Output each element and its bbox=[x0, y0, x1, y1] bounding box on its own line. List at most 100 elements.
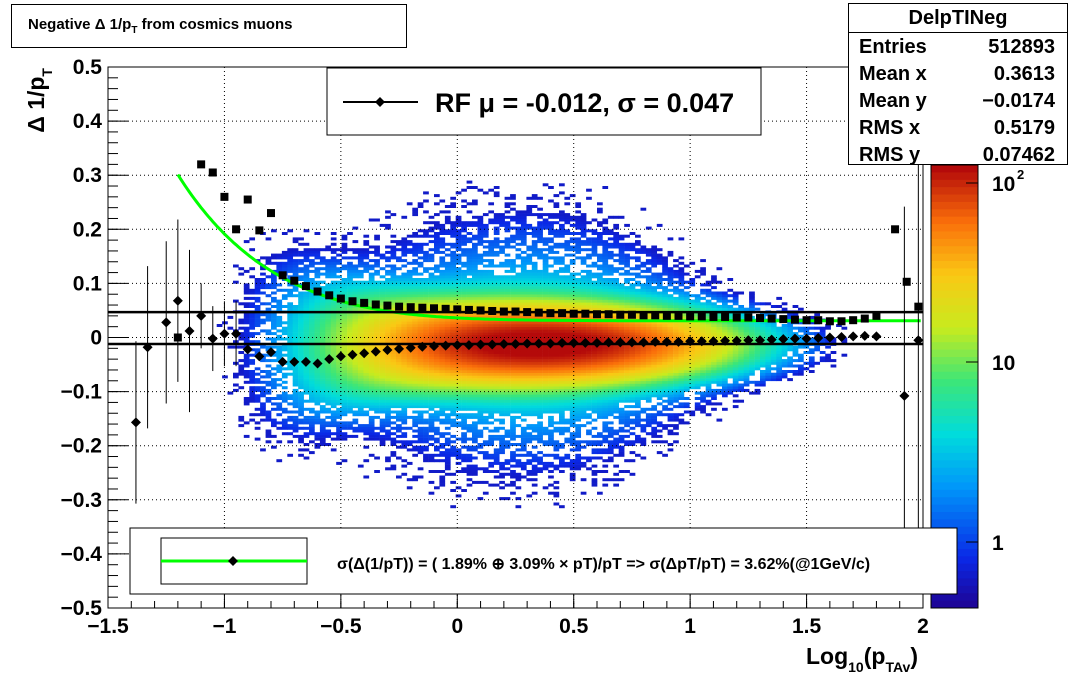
heatmap-cell bbox=[466, 256, 473, 260]
heatmap-cell bbox=[569, 440, 576, 444]
heatmap-cell bbox=[374, 383, 380, 387]
heatmap-cell bbox=[553, 229, 560, 233]
heatmap-cell bbox=[238, 418, 245, 422]
heatmap-cell bbox=[531, 397, 538, 400]
heatmap-cell bbox=[390, 353, 397, 357]
heatmap-cell bbox=[531, 378, 538, 382]
heatmap-cell bbox=[357, 380, 364, 384]
heatmap-cell bbox=[548, 483, 554, 487]
heatmap-cell bbox=[417, 432, 424, 436]
heatmap-cell bbox=[357, 361, 364, 365]
heatmap-cell bbox=[564, 402, 571, 406]
heatmap-cell bbox=[472, 388, 478, 392]
heatmap-cell bbox=[325, 443, 332, 446]
heatmap-cell bbox=[607, 367, 614, 371]
heatmap-cell bbox=[249, 380, 256, 384]
heatmap-cell bbox=[542, 326, 549, 330]
heatmap-cell bbox=[455, 370, 462, 373]
heatmap-cell bbox=[602, 250, 609, 254]
heatmap-cell bbox=[569, 248, 576, 252]
heatmap-cell bbox=[607, 253, 614, 257]
heatmap-cell bbox=[461, 188, 467, 192]
heatmap-cell bbox=[406, 283, 413, 287]
heatmap-cell bbox=[309, 378, 315, 382]
heatmap-cell bbox=[461, 294, 467, 298]
heatmap-cell bbox=[303, 421, 310, 425]
heatmap-cell bbox=[444, 361, 451, 365]
heatmap-cell bbox=[597, 388, 603, 392]
heatmap-cell bbox=[417, 205, 424, 208]
heatmap-cell bbox=[423, 434, 429, 438]
heatmap-cell bbox=[559, 443, 565, 446]
heatmap-cell bbox=[243, 353, 250, 357]
heatmap-cell bbox=[314, 397, 321, 400]
heatmap-cell bbox=[314, 253, 321, 257]
heatmap-cell bbox=[482, 226, 489, 230]
heatmap-cell bbox=[504, 275, 511, 279]
heatmap-cell bbox=[520, 418, 527, 422]
heatmap-cell bbox=[439, 250, 446, 254]
heatmap-cell bbox=[233, 280, 239, 284]
heatmap-cell bbox=[330, 337, 337, 341]
heatmap-cell bbox=[374, 313, 380, 317]
heatmap-cell bbox=[602, 424, 609, 428]
heatmap-cell bbox=[249, 386, 256, 390]
heatmap-cell bbox=[434, 410, 440, 414]
heatmap-cell bbox=[368, 272, 375, 276]
heatmap-cell bbox=[357, 391, 364, 395]
heatmap-cell bbox=[444, 267, 451, 271]
heatmap-cell bbox=[461, 402, 467, 406]
heatmap-cell bbox=[385, 415, 391, 419]
heatmap-cell bbox=[461, 386, 467, 390]
heatmap-cell bbox=[298, 413, 304, 417]
heatmap-cell bbox=[444, 372, 451, 376]
heatmap-cell bbox=[618, 451, 625, 455]
heatmap-cell bbox=[520, 434, 527, 438]
heatmap-cell bbox=[303, 367, 310, 371]
heatmap-cell bbox=[357, 367, 364, 371]
heatmap-cell bbox=[542, 286, 549, 290]
heatmap-cell bbox=[548, 256, 554, 260]
heatmap-cell bbox=[515, 296, 522, 300]
heatmap-cell bbox=[602, 421, 609, 425]
heatmap-cell bbox=[597, 397, 603, 400]
heatmap-cell bbox=[347, 264, 353, 268]
heatmap-cell bbox=[482, 407, 489, 411]
heatmap-cell bbox=[341, 405, 348, 409]
heatmap-cell bbox=[602, 329, 609, 333]
heatmap-cell bbox=[591, 334, 598, 338]
heatmap-cell bbox=[341, 356, 348, 360]
heatmap-cell bbox=[287, 364, 294, 368]
heatmap-cell bbox=[526, 280, 533, 284]
heatmap-cell bbox=[401, 240, 408, 244]
heatmap-cell bbox=[357, 364, 364, 368]
heatmap-cell bbox=[401, 321, 408, 325]
heatmap-cell bbox=[347, 261, 353, 265]
heatmap-cell bbox=[510, 278, 516, 281]
heatmap-cell bbox=[586, 380, 592, 384]
heatmap-cell bbox=[439, 402, 446, 406]
heatmap-cell bbox=[450, 448, 457, 452]
heatmap-cell bbox=[488, 407, 495, 411]
heatmap-cell bbox=[488, 315, 495, 319]
heatmap-cell bbox=[423, 410, 429, 414]
heatmap-cell bbox=[352, 250, 359, 254]
heatmap-cell bbox=[303, 434, 310, 438]
heatmap-cell bbox=[401, 353, 408, 357]
heatmap-cell bbox=[352, 418, 359, 422]
heatmap-cell bbox=[510, 267, 516, 271]
heatmap-cell bbox=[510, 364, 516, 368]
heatmap-cell bbox=[325, 367, 332, 371]
heatmap-cell bbox=[472, 351, 478, 354]
heatmap-cell bbox=[510, 286, 516, 290]
heatmap-cell bbox=[618, 434, 625, 438]
heatmap-cell bbox=[607, 391, 614, 395]
heatmap-cell bbox=[504, 383, 511, 387]
heatmap-cell bbox=[368, 321, 375, 325]
heatmap-cell bbox=[298, 278, 304, 281]
heatmap-cell bbox=[510, 475, 516, 479]
heatmap-cell bbox=[466, 407, 473, 411]
heatmap-cell bbox=[309, 294, 315, 298]
heatmap-cell bbox=[591, 426, 598, 430]
heatmap-cell bbox=[542, 467, 549, 471]
